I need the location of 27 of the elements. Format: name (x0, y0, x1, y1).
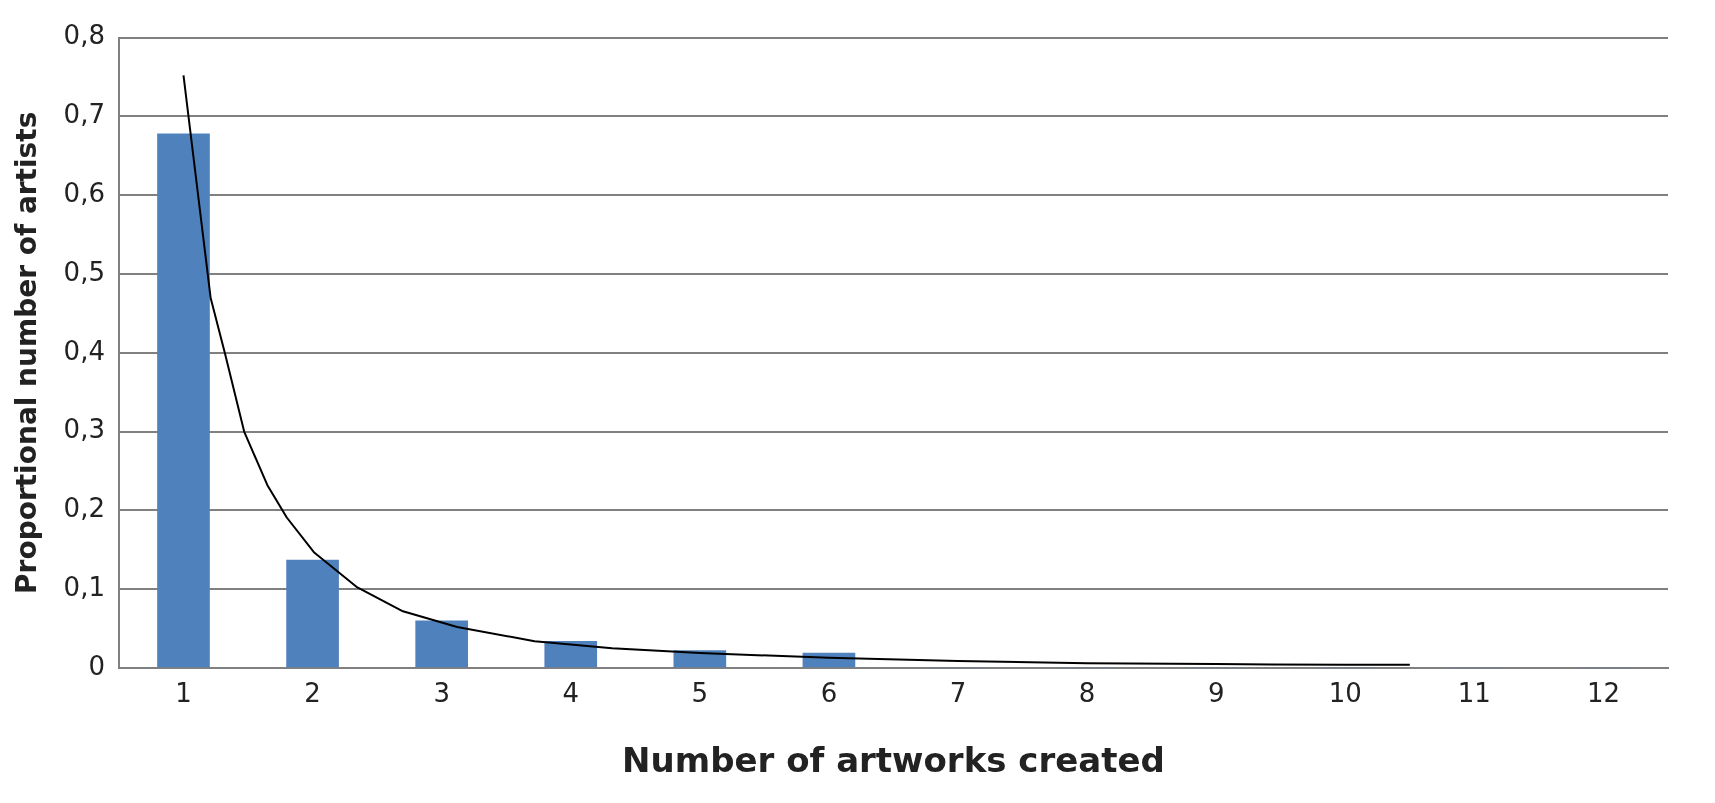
x-tick-label: 12 (1586, 678, 1620, 709)
x-tick-label: 10 (1328, 678, 1362, 709)
y-tick-label: 0,6 (63, 177, 105, 208)
y-tick-label: 0,1 (63, 571, 105, 602)
x-tick-label: 11 (1457, 678, 1491, 709)
y-tick-label: 0,8 (63, 20, 105, 51)
x-tick-label: 6 (820, 678, 838, 709)
x-tick-label: 2 (304, 678, 321, 709)
x-tick-label: 3 (433, 678, 450, 709)
x-tick-label: 5 (691, 678, 709, 709)
x-axis-title: Number of artworks created (622, 740, 1165, 781)
y-tick-label: 0,4 (63, 335, 105, 366)
bar (286, 559, 339, 668)
x-tick-label: 9 (1207, 678, 1225, 709)
bar (544, 640, 598, 668)
y-tick-label: 0,2 (63, 493, 105, 524)
y-tick-label: 0,3 (63, 414, 105, 445)
bar (415, 620, 468, 668)
y-tick-label: 0 (88, 650, 105, 681)
y-tick-label: 0,5 (63, 256, 105, 287)
bar (157, 133, 210, 668)
x-tick-label: 1 (175, 678, 192, 709)
y-axis-title: Proportional number of artists (10, 111, 44, 594)
y-tick-label: 0,7 (63, 99, 105, 130)
x-tick-label: 8 (1078, 678, 1096, 709)
x-tick-label: 4 (562, 678, 580, 709)
x-tick-label: 7 (949, 678, 967, 709)
